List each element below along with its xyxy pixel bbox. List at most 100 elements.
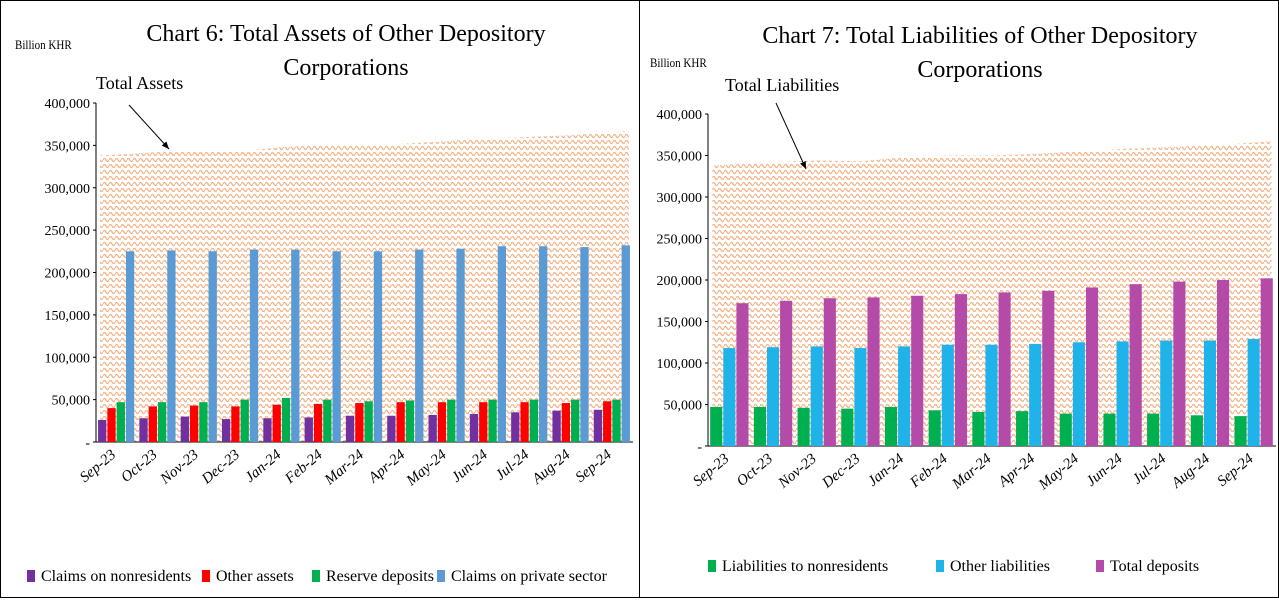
- bar: [612, 399, 621, 442]
- bar: [428, 414, 437, 442]
- x-tick-label: Nov-23: [157, 447, 202, 488]
- x-tick-label: Sep-24: [1215, 450, 1258, 489]
- title-line: Corporations: [917, 57, 1042, 83]
- bar: [941, 344, 954, 446]
- bar: [396, 402, 405, 442]
- bar: [240, 399, 249, 442]
- bar: [189, 405, 199, 442]
- bar: [488, 399, 497, 442]
- bar: [304, 417, 313, 442]
- bar: [884, 406, 898, 446]
- legend-label: Other assets: [216, 568, 294, 585]
- bar: [972, 411, 985, 446]
- legend-label: Other liabilities: [950, 558, 1050, 575]
- bar: [469, 414, 479, 442]
- x-tick-label: Mar-24: [949, 450, 995, 492]
- bar: [199, 402, 208, 442]
- chart-title: Chart 7: Total Liabilities of Other Depo…: [762, 23, 1197, 83]
- bar: [1247, 338, 1260, 446]
- arrow-head: [800, 161, 806, 169]
- bar: [1160, 340, 1173, 446]
- x-tick-label: Oct-23: [118, 447, 160, 486]
- y-tick-label: -: [85, 436, 90, 451]
- bar: [823, 298, 836, 446]
- annotation-arrow: [775, 102, 807, 170]
- bar: [167, 250, 176, 442]
- x-tick-label: Jul-24: [1130, 450, 1170, 487]
- x-tick-label: Aug-24: [529, 446, 574, 488]
- legend-swatch: [27, 570, 35, 582]
- legend-label: Liabilities to nonresidents: [722, 558, 888, 575]
- bar: [1190, 415, 1203, 446]
- legend-swatch: [936, 560, 944, 572]
- arrow-head: [161, 141, 169, 149]
- bar: [125, 251, 135, 442]
- y-tick-label: 350,000: [45, 139, 91, 154]
- chart: Chart 6: Total Assets of Other Depositor…: [15, 21, 633, 585]
- x-tick-label: May-24: [1035, 450, 1082, 493]
- legend-label: Reserve deposits: [326, 568, 434, 585]
- bar: [116, 402, 125, 442]
- bar: [561, 403, 571, 442]
- bar: [529, 399, 539, 442]
- y-tick-label: 300,000: [45, 182, 91, 197]
- chart-title: Chart 6: Total Assets of Other Depositor…: [146, 21, 545, 81]
- bar: [1072, 342, 1085, 446]
- bar: [867, 297, 880, 446]
- legend-label: Claims on nonresidents: [41, 568, 191, 585]
- y-tick-label: 100,000: [657, 357, 703, 372]
- x-tick-label: Nov-23: [775, 451, 820, 492]
- bar: [998, 292, 1011, 446]
- bar: [323, 399, 332, 442]
- bar: [249, 249, 259, 442]
- bar: [552, 410, 561, 442]
- legend-label: Total deposits: [1110, 558, 1199, 575]
- y-tick-label: 150,000: [657, 316, 703, 331]
- bar: [208, 251, 217, 442]
- y-tick-label: 300,000: [657, 191, 703, 206]
- bar: [272, 404, 281, 442]
- y-tick-label: 250,000: [657, 233, 703, 248]
- bar: [387, 415, 396, 442]
- x-tick-label: Aug-24: [1168, 450, 1213, 492]
- bar: [753, 406, 766, 446]
- bar: [780, 300, 793, 446]
- bar: [447, 399, 456, 442]
- bar: [985, 344, 998, 446]
- bar: [1085, 287, 1099, 446]
- bar: [456, 248, 465, 442]
- bar: [1116, 341, 1129, 446]
- bar: [539, 246, 548, 442]
- bar: [1129, 284, 1142, 446]
- x-tick-label: Apr-24: [365, 446, 409, 486]
- bar: [1147, 413, 1160, 446]
- y-tick-label: 50,000: [664, 399, 703, 414]
- bar: [603, 401, 612, 442]
- y-tick-label: 200,000: [657, 274, 703, 289]
- bar: [797, 407, 810, 446]
- bar: [1173, 281, 1186, 446]
- bar: [405, 400, 415, 442]
- chart: Chart 7: Total Liabilities of Other Depo…: [650, 23, 1276, 575]
- legend-swatch: [708, 560, 716, 572]
- annotation: Total Liabilities: [725, 75, 839, 95]
- y-tick-label: 350,000: [657, 150, 703, 165]
- bar: [139, 418, 148, 442]
- bar: [710, 406, 723, 446]
- y-axis-label: Billion KHR: [650, 55, 708, 70]
- bar: [854, 348, 867, 446]
- y-tick-label: 150,000: [45, 309, 91, 324]
- x-tick-label: Feb-24: [907, 450, 952, 491]
- bar: [437, 402, 447, 442]
- bar: [580, 247, 589, 442]
- x-tick-label: Sep-24: [573, 446, 616, 485]
- annotation-arrow: [128, 104, 170, 150]
- bar: [766, 347, 780, 446]
- y-tick-label: 250,000: [45, 224, 91, 239]
- bar: [107, 408, 116, 442]
- bar: [571, 399, 580, 442]
- bar: [479, 402, 488, 442]
- bar: [723, 348, 736, 446]
- y-tick-label: -: [697, 440, 702, 455]
- bar: [810, 346, 823, 446]
